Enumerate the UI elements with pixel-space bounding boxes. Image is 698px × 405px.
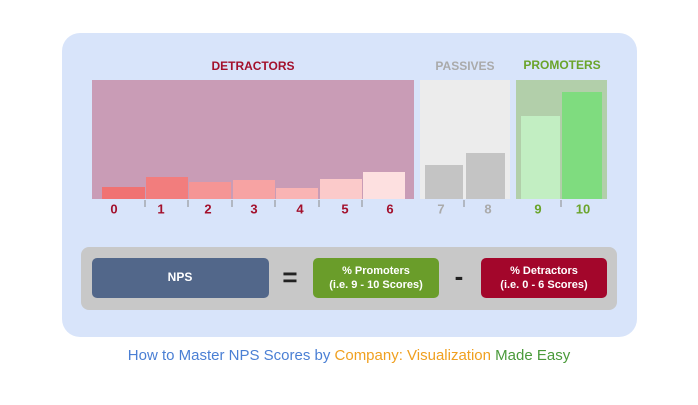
score-label: 1 bbox=[157, 201, 164, 216]
score-label: 0 bbox=[110, 201, 117, 216]
detractors-term-box bbox=[481, 258, 607, 298]
bar bbox=[466, 153, 505, 199]
bar bbox=[276, 188, 318, 199]
score-label: 5 bbox=[341, 201, 348, 216]
score-label: 7 bbox=[437, 201, 444, 216]
score-label: 10 bbox=[576, 201, 590, 216]
caption-part: Company: Visualization bbox=[335, 347, 491, 364]
nps-label: NPS bbox=[168, 270, 193, 284]
score-label: 6 bbox=[386, 201, 393, 216]
score-label: 8 bbox=[484, 201, 491, 216]
bar bbox=[425, 165, 463, 199]
score-label: 4 bbox=[296, 201, 304, 216]
group-title: PROMOTERS bbox=[523, 58, 600, 72]
detractors-note: (i.e. 0 - 6 Scores) bbox=[500, 279, 588, 291]
separators bbox=[144, 200, 562, 207]
bar bbox=[102, 187, 145, 199]
detractors-term: % Detractors bbox=[510, 265, 578, 277]
score-label: 9 bbox=[534, 201, 541, 216]
caption-part: How to Master NPS Scores by bbox=[128, 347, 335, 364]
bar bbox=[562, 92, 602, 199]
promoters-term: % Promoters bbox=[342, 265, 410, 277]
score-label: 2 bbox=[204, 201, 211, 216]
score-labels: 0 1 2 3 4 5 6 7 8 9 10 bbox=[110, 201, 590, 216]
bar bbox=[189, 182, 231, 199]
bar bbox=[521, 116, 560, 199]
bar bbox=[363, 172, 405, 199]
nps-box bbox=[92, 258, 269, 298]
caption: How to Master NPS Scores by Company: Vis… bbox=[128, 347, 571, 364]
promoters-term-box bbox=[313, 258, 439, 298]
score-label: 3 bbox=[250, 201, 257, 216]
bar bbox=[233, 180, 275, 199]
bars bbox=[102, 92, 602, 199]
group-title: PASSIVES bbox=[435, 59, 494, 73]
group-titles: DETRACTORS PASSIVES PROMOTERS bbox=[211, 58, 600, 73]
group-title: DETRACTORS bbox=[211, 59, 294, 73]
caption-part: Made Easy bbox=[491, 347, 571, 364]
equals-sign: = bbox=[282, 262, 297, 292]
promoters-note: (i.e. 9 - 10 Scores) bbox=[329, 279, 423, 291]
bar bbox=[146, 177, 188, 199]
minus-sign: - bbox=[455, 261, 464, 291]
bar bbox=[320, 179, 362, 199]
